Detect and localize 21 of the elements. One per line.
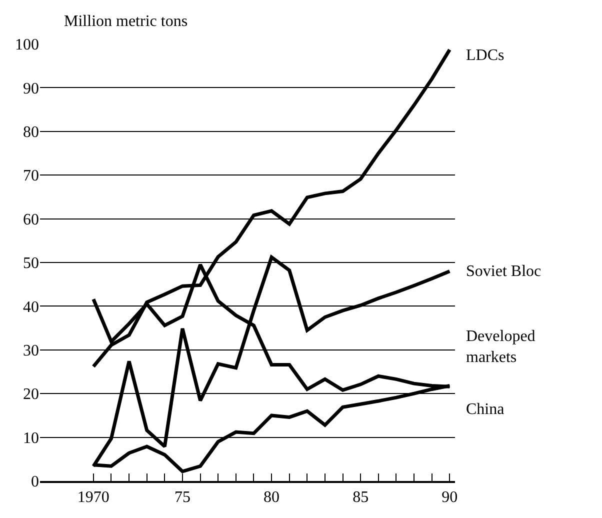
y-tick-label: 50 (23, 255, 39, 272)
y-tick-label: 20 (23, 386, 39, 404)
x-tick-label: 90 (442, 488, 458, 506)
series-label: LDCs (466, 47, 504, 64)
y-axis-title: Million metric tons (64, 13, 188, 30)
y-tick-label: 0 (31, 474, 39, 491)
y-tick-label: 100 (15, 36, 39, 54)
y-tick-label: 30 (23, 342, 39, 360)
y-tick-label: 40 (23, 298, 39, 316)
series-label: Developed markets (466, 328, 536, 366)
y-tick-label: 80 (23, 124, 39, 141)
y-tick-label: 10 (23, 430, 39, 447)
x-tick-label: 75 (174, 488, 190, 506)
x-tick-label: 80 (264, 488, 280, 506)
y-tick-label: 70 (23, 168, 39, 185)
series-label: China (466, 401, 504, 418)
x-tick-label: 85 (352, 488, 369, 506)
y-tick-label: 90 (23, 80, 39, 98)
x-tick-label: 1970 (77, 488, 110, 506)
series-label: Soviet Bloc (466, 263, 542, 280)
y-tick-label: 60 (23, 211, 39, 228)
